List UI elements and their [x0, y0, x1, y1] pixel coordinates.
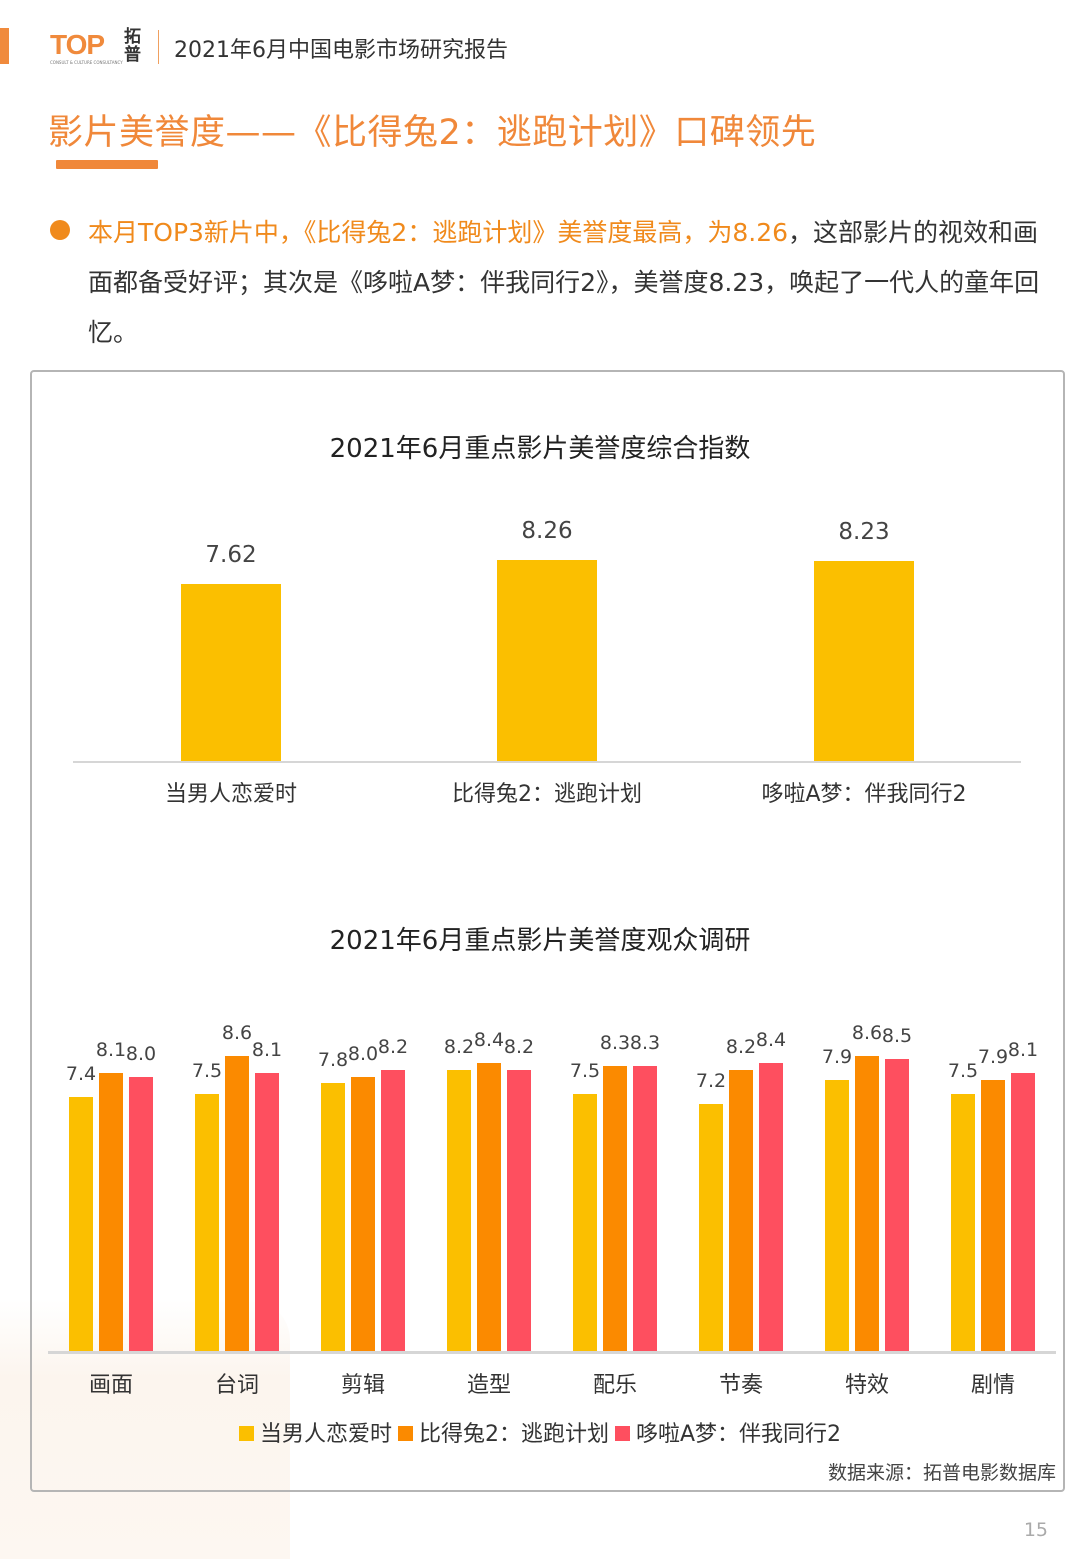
chart2-bar [507, 1069, 531, 1351]
chart2-value-label: 7.2 [695, 1070, 727, 1093]
legend-swatch-icon [238, 1425, 254, 1441]
logo-chinese-name: 拓普 [124, 27, 141, 65]
chart2-category-label: 特效 [844, 1373, 889, 1398]
chart2-bar [195, 1093, 219, 1351]
logo-text: TOP [50, 29, 105, 60]
chart2-value-label: 8.1 [95, 1039, 127, 1062]
chart1-value-label: 8.23 [838, 519, 890, 546]
chart2-bar [69, 1097, 93, 1351]
chart2-bar [381, 1069, 405, 1351]
chart2-bar [477, 1062, 501, 1351]
chart2-x-axis [48, 1351, 1056, 1354]
summary-paragraph: 本月TOP3新片中，《比得兔2：逃跑计划》美誉度最高，为8.26，这部影片的视效… [88, 208, 1048, 358]
legend-item-series-2: 比得兔2：逃跑计划 [397, 1416, 609, 1448]
side-tab-marker [0, 28, 9, 64]
chart2-bar [633, 1066, 657, 1351]
report-title: 2021年6月中国电影市场研究报告 [174, 38, 508, 63]
chart1-category-label: 哆啦A梦：伴我同行2 [761, 782, 967, 807]
chart2-bar [447, 1069, 471, 1351]
chart2-title: 2021年6月重点影片美誉度观众调研 [329, 926, 751, 956]
chart-container [30, 370, 1065, 1492]
chart2-value-label: 8.3 [629, 1032, 661, 1055]
summary-highlight: 本月TOP3新片中，《比得兔2：逃跑计划》美誉度最高，为8.26 [88, 218, 789, 247]
chart2-value-label: 8.2 [377, 1035, 409, 1058]
chart1-x-axis [73, 761, 1021, 763]
chart1-value-label: 8.26 [521, 518, 573, 544]
chart1-category-label: 比得兔2：逃跑计划 [452, 782, 642, 807]
chart1-category-label: 当男人恋爱时 [164, 782, 297, 807]
chart2-value-label: 8.0 [347, 1042, 379, 1065]
summary-text: ，这部影片的视效和画面都备受好评；其次是《哆啦A梦：伴我同行2》，美誉度8.23… [88, 218, 1040, 347]
chart2-bar [885, 1059, 909, 1351]
chart2-bar [573, 1093, 597, 1351]
page-number: 15 [1023, 1519, 1048, 1541]
chart2-bar [99, 1073, 123, 1351]
legend-swatch-icon [397, 1425, 413, 1441]
top-logo: TOP CONSULT & CULTURE CONSULTANCY [50, 30, 142, 66]
chart2-value-label: 8.1 [251, 1039, 283, 1062]
chart1-bar [814, 561, 914, 761]
chart2-value-label: 8.4 [755, 1028, 787, 1051]
header-divider [158, 30, 159, 64]
legend-swatch-icon [614, 1425, 630, 1441]
chart2-category-label: 台词 [214, 1373, 259, 1398]
chart2-bar [603, 1066, 627, 1351]
chart2-value-label: 8.5 [881, 1025, 913, 1048]
chart2-value-label: 8.6 [221, 1022, 253, 1045]
legend-item-series-3: 哆啦A梦：伴我同行2 [614, 1416, 841, 1448]
title-underline [56, 160, 158, 169]
chart2-value-label: 7.4 [65, 1063, 97, 1086]
chart2-value-label: 8.2 [725, 1035, 757, 1058]
chart1-bar [497, 560, 597, 761]
chart2-bar [825, 1080, 849, 1351]
chart2-value-label: 8.2 [443, 1035, 475, 1058]
chart2-category-label: 造型 [466, 1373, 511, 1398]
chart2-category-label: 剧情 [970, 1373, 1015, 1398]
chart2-value-label: 8.6 [851, 1022, 883, 1045]
data-source: 数据来源：拓普电影数据库 [827, 1462, 1056, 1484]
chart2-bar [225, 1056, 249, 1351]
chart2-bar [351, 1076, 375, 1351]
chart2-value-label: 8.0 [125, 1042, 157, 1065]
bullet-icon [50, 220, 70, 240]
chart2-value-label: 8.2 [503, 1035, 535, 1058]
chart1-bar [181, 584, 281, 761]
chart2-category-label: 节奏 [718, 1373, 763, 1398]
chart2-bar [855, 1056, 879, 1351]
chart2-legend: 当男人恋爱时 比得兔2：逃跑计划 哆啦A梦：伴我同行2 [0, 1416, 1080, 1448]
chart2-bar [729, 1069, 753, 1351]
chart2-value-label: 8.3 [599, 1032, 631, 1055]
chart1-title: 2021年6月重点影片美誉度综合指数 [329, 434, 751, 464]
chart2-value-label: 7.8 [317, 1049, 349, 1072]
chart2-category-label: 画面 [88, 1373, 133, 1398]
page-title: 影片美誉度——《比得兔2：逃跑计划》口碑领先 [48, 113, 817, 153]
chart2-value-label: 7.9 [821, 1046, 853, 1069]
chart2-value-label: 7.9 [977, 1046, 1009, 1069]
chart2-category-label: 配乐 [592, 1373, 637, 1398]
chart2-value-label: 8.1 [1007, 1039, 1039, 1062]
chart1-value-label: 7.62 [205, 542, 257, 568]
chart2-value-label: 7.5 [569, 1059, 601, 1082]
chart2-value-label: 7.5 [947, 1059, 979, 1082]
chart2-bar [951, 1093, 975, 1351]
legend-item-series-1: 当男人恋爱时 [238, 1416, 392, 1448]
chart2-bar [1011, 1073, 1035, 1351]
chart2-bar [981, 1080, 1005, 1351]
chart2-bar [699, 1104, 723, 1351]
logo-subtext: CONSULT & CULTURE CONSULTANCY [50, 60, 123, 65]
chart2-bar [321, 1083, 345, 1351]
chart2-value-label: 8.4 [473, 1028, 505, 1051]
chart2-value-label: 7.5 [191, 1059, 223, 1082]
chart2-bar [759, 1062, 783, 1351]
chart2-category-label: 剪辑 [340, 1373, 385, 1398]
chart2-bar [255, 1073, 279, 1351]
chart2-bar [129, 1076, 153, 1351]
